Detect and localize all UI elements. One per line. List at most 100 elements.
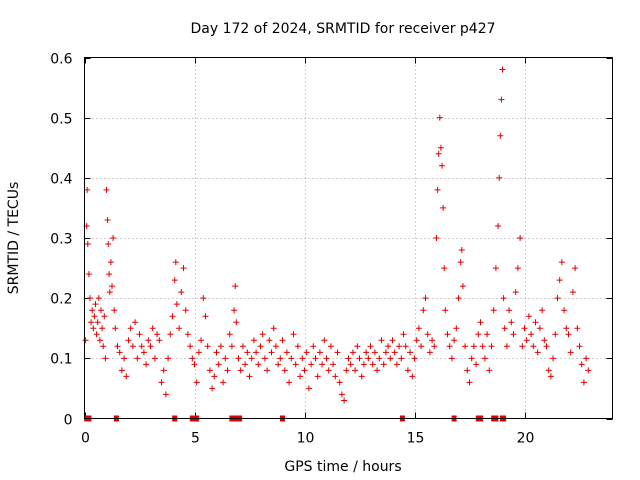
data-point (411, 355, 418, 362)
data-point (517, 235, 524, 241)
data-point (514, 265, 521, 272)
data-point (528, 331, 535, 338)
data-point (481, 355, 488, 362)
data-point (391, 349, 398, 356)
y-tick-label: 0.2 (50, 292, 72, 308)
data-point (244, 349, 251, 356)
data-point (132, 319, 139, 326)
data-point (519, 343, 526, 350)
data-point (129, 343, 136, 350)
data-point (440, 204, 447, 211)
data-point (459, 283, 466, 290)
data-point (464, 367, 471, 374)
data-point (510, 331, 517, 338)
data-point (371, 349, 378, 356)
data-point (248, 355, 255, 362)
data-point (380, 361, 387, 368)
data-point (521, 325, 528, 332)
data-point (365, 355, 372, 362)
y-axis: 0 0.1 0.2 0.3 0.4 0.5 0.6 (50, 52, 613, 429)
data-point (396, 343, 403, 350)
data-point (554, 295, 561, 302)
data-point (259, 331, 266, 338)
data-point (492, 265, 499, 272)
data-point (272, 343, 279, 350)
data-point (299, 355, 306, 362)
data-point (545, 367, 552, 374)
data-point (206, 367, 213, 374)
x-tick-label: 0 (81, 431, 90, 447)
data-point (479, 343, 486, 350)
data-point (547, 373, 554, 380)
data-point (257, 343, 264, 350)
data-point (330, 361, 337, 368)
data-point (100, 343, 107, 350)
data-point (165, 355, 172, 362)
data-point (338, 391, 345, 398)
data-point (455, 295, 462, 302)
data-point (264, 367, 271, 374)
data-point (473, 361, 480, 368)
x-axis-label: GPS time / hours (284, 459, 401, 475)
data-point (138, 343, 145, 350)
data-point (439, 162, 445, 169)
data-point (149, 325, 156, 332)
data-point (319, 361, 326, 368)
data-point (134, 355, 141, 362)
data-point (290, 331, 297, 338)
data-point (102, 355, 109, 362)
data-point (451, 337, 458, 344)
data-point (154, 331, 161, 338)
data-point (125, 337, 132, 344)
data-point (99, 325, 106, 332)
data-point (158, 379, 165, 386)
data-point (506, 307, 513, 314)
data-point (213, 349, 220, 356)
data-point (204, 343, 211, 350)
data-point (358, 373, 365, 380)
data-point (431, 343, 438, 350)
data-point (512, 289, 519, 296)
data-point (354, 343, 361, 350)
data-point (145, 337, 152, 344)
data-point (114, 343, 121, 350)
data-point (279, 337, 286, 344)
data-point (426, 349, 433, 356)
data-point (468, 355, 475, 362)
data-point (237, 367, 244, 374)
data-point (104, 216, 111, 223)
y-tick-label: 0 (64, 413, 73, 429)
data-point (261, 355, 268, 362)
data-point (246, 373, 253, 380)
data-point (442, 307, 449, 314)
data-point (543, 343, 550, 350)
data-point (101, 313, 108, 320)
data-point (106, 271, 113, 278)
data-point (475, 331, 482, 338)
data-point (532, 319, 539, 326)
data-point (534, 349, 541, 356)
data-point (404, 367, 411, 374)
data-point (178, 289, 185, 296)
data-point (503, 343, 510, 350)
data-point (448, 355, 455, 362)
data-point (275, 361, 282, 368)
data-point (93, 331, 100, 338)
data-point (400, 331, 407, 338)
data-point (189, 355, 196, 362)
data-point (434, 186, 441, 193)
data-point (91, 313, 98, 320)
data-point (303, 349, 310, 356)
data-point (539, 307, 546, 314)
data-point (398, 355, 405, 362)
data-point (486, 367, 493, 374)
data-point (387, 355, 394, 362)
data-point (496, 174, 503, 181)
data-point (446, 343, 453, 350)
data-point (345, 355, 352, 362)
data-point (294, 343, 301, 350)
data-point (484, 331, 491, 338)
y-axis-label: SRMTID / TECUs (6, 182, 22, 295)
data-point (250, 337, 257, 344)
data-point (255, 361, 262, 368)
